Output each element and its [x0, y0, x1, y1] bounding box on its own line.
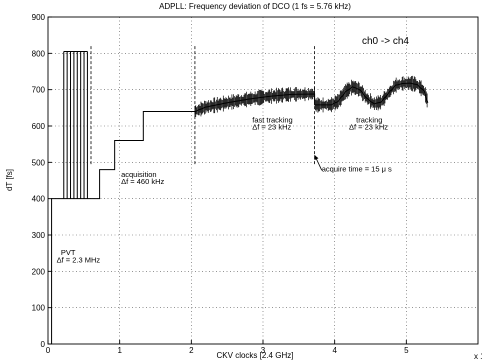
annotation-text: Δf = 2.3 MHz: [57, 255, 101, 264]
y-tick-label: 900: [32, 13, 46, 22]
annotation-arrowhead: [314, 155, 319, 161]
signal: [51, 51, 429, 344]
annotation-text: fast tracking: [252, 115, 292, 124]
y-tick-label: 100: [32, 304, 46, 313]
x-tick-label: 0: [46, 346, 51, 355]
annotation-text: Δf = 23 kHz: [349, 123, 388, 132]
x-tick-label: 3: [261, 346, 266, 355]
pvt-toggle-lines: [63, 51, 88, 199]
x-ticks: 0 1 2 3 4 5: [46, 340, 409, 355]
y-tick-label: 700: [32, 86, 46, 95]
y-tick-label: 300: [32, 231, 46, 240]
annotation-text: PVT: [61, 248, 76, 257]
y-tick-label: 0: [41, 340, 46, 349]
annotation-text: acquire time = 15 μ s: [322, 164, 392, 173]
x-tick-label: 2: [189, 346, 194, 355]
y-tick-label: 800: [32, 49, 46, 58]
x-tick-label: 5: [404, 346, 409, 355]
y-tick-label: 600: [32, 122, 46, 131]
grid: [48, 17, 478, 344]
annotation-text: Δf = 23 kHz: [252, 123, 291, 132]
legend-text: ch0 -> ch4: [362, 36, 409, 47]
x-tick-label: 4: [332, 346, 337, 355]
y-tick-label: 200: [32, 267, 46, 276]
annotation-text: Δf = 460 kHz: [121, 177, 164, 186]
series-noise: [194, 75, 428, 117]
y-ticks: 0 100 200 300 400 500 600 700 800 900: [32, 13, 52, 349]
x-tick-label: 1: [117, 346, 122, 355]
annotation-text: acquisition: [121, 170, 156, 179]
x-axis-exponent: x 10: [474, 352, 482, 360]
y-tick-label: 400: [32, 195, 46, 204]
annotation-text: tracking: [356, 115, 382, 124]
y-tick-label: 500: [32, 158, 46, 167]
y-axis-label: dT [fs]: [5, 169, 14, 191]
chart-title: ADPLL: Frequency deviation of DCO (1 fs …: [159, 2, 351, 11]
x-axis-label: CKV clocks [2.4 GHz]: [217, 351, 294, 360]
